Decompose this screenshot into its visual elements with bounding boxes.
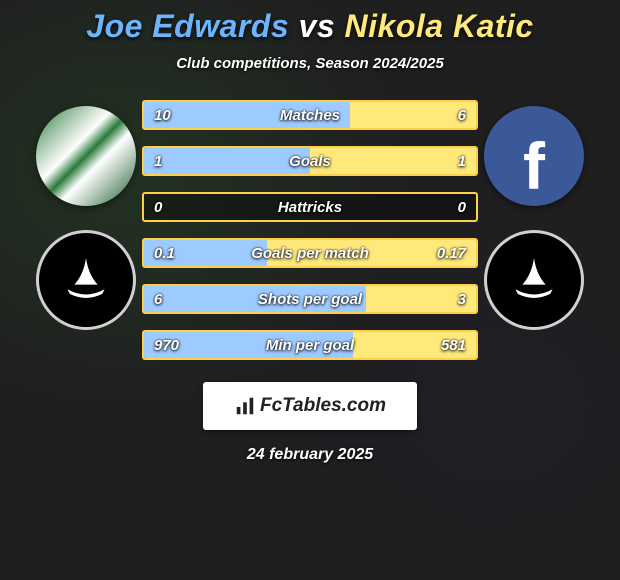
vs-separator: vs [299,8,336,44]
comparison-body: 10Matches61Goals10Hattricks00.1Goals per… [0,100,620,360]
stat-value-right: 3 [458,291,466,308]
date-label: 24 february 2025 [0,446,620,464]
stat-value-right: 1 [458,153,466,170]
player2-name: Nikola Katic [345,8,534,44]
stat-label: Min per goal [144,337,476,354]
stat-value-right: 6 [458,107,466,124]
stat-value-right: 0 [458,199,466,216]
stat-row: 970Min per goal581 [142,330,478,360]
facebook-icon: f [523,128,545,204]
stats-bars: 10Matches61Goals10Hattricks00.1Goals per… [142,100,478,360]
stat-value-right: 0.17 [437,245,466,262]
stat-label: Shots per goal [144,291,476,308]
player2-club-badge [484,230,584,330]
stat-row: 0Hattricks0 [142,192,478,222]
stat-row: 6Shots per goal3 [142,284,478,314]
stat-row: 10Matches6 [142,100,478,130]
stat-value-right: 581 [441,337,466,354]
stat-label: Goals [144,153,476,170]
stat-row: 1Goals1 [142,146,478,176]
subtitle: Club competitions, Season 2024/2025 [0,55,620,72]
brand-badge[interactable]: FcTables.com [203,382,417,430]
player1-avatar [36,106,136,206]
sailboat-icon [505,251,563,309]
brand-text: FcTables.com [260,395,386,417]
stat-row: 0.1Goals per match0.17 [142,238,478,268]
player1-club-badge [36,230,136,330]
page-title: Joe Edwards vs Nikola Katic [0,8,620,45]
right-column: f [478,100,590,330]
sailboat-icon [57,251,115,309]
chart-icon [234,395,256,417]
comparison-card: Joe Edwards vs Nikola Katic Club competi… [0,0,620,464]
stat-label: Hattricks [144,199,476,216]
stat-label: Matches [144,107,476,124]
player2-avatar: f [484,106,584,206]
stat-label: Goals per match [144,245,476,262]
player1-name: Joe Edwards [86,8,289,44]
left-column [30,100,142,330]
